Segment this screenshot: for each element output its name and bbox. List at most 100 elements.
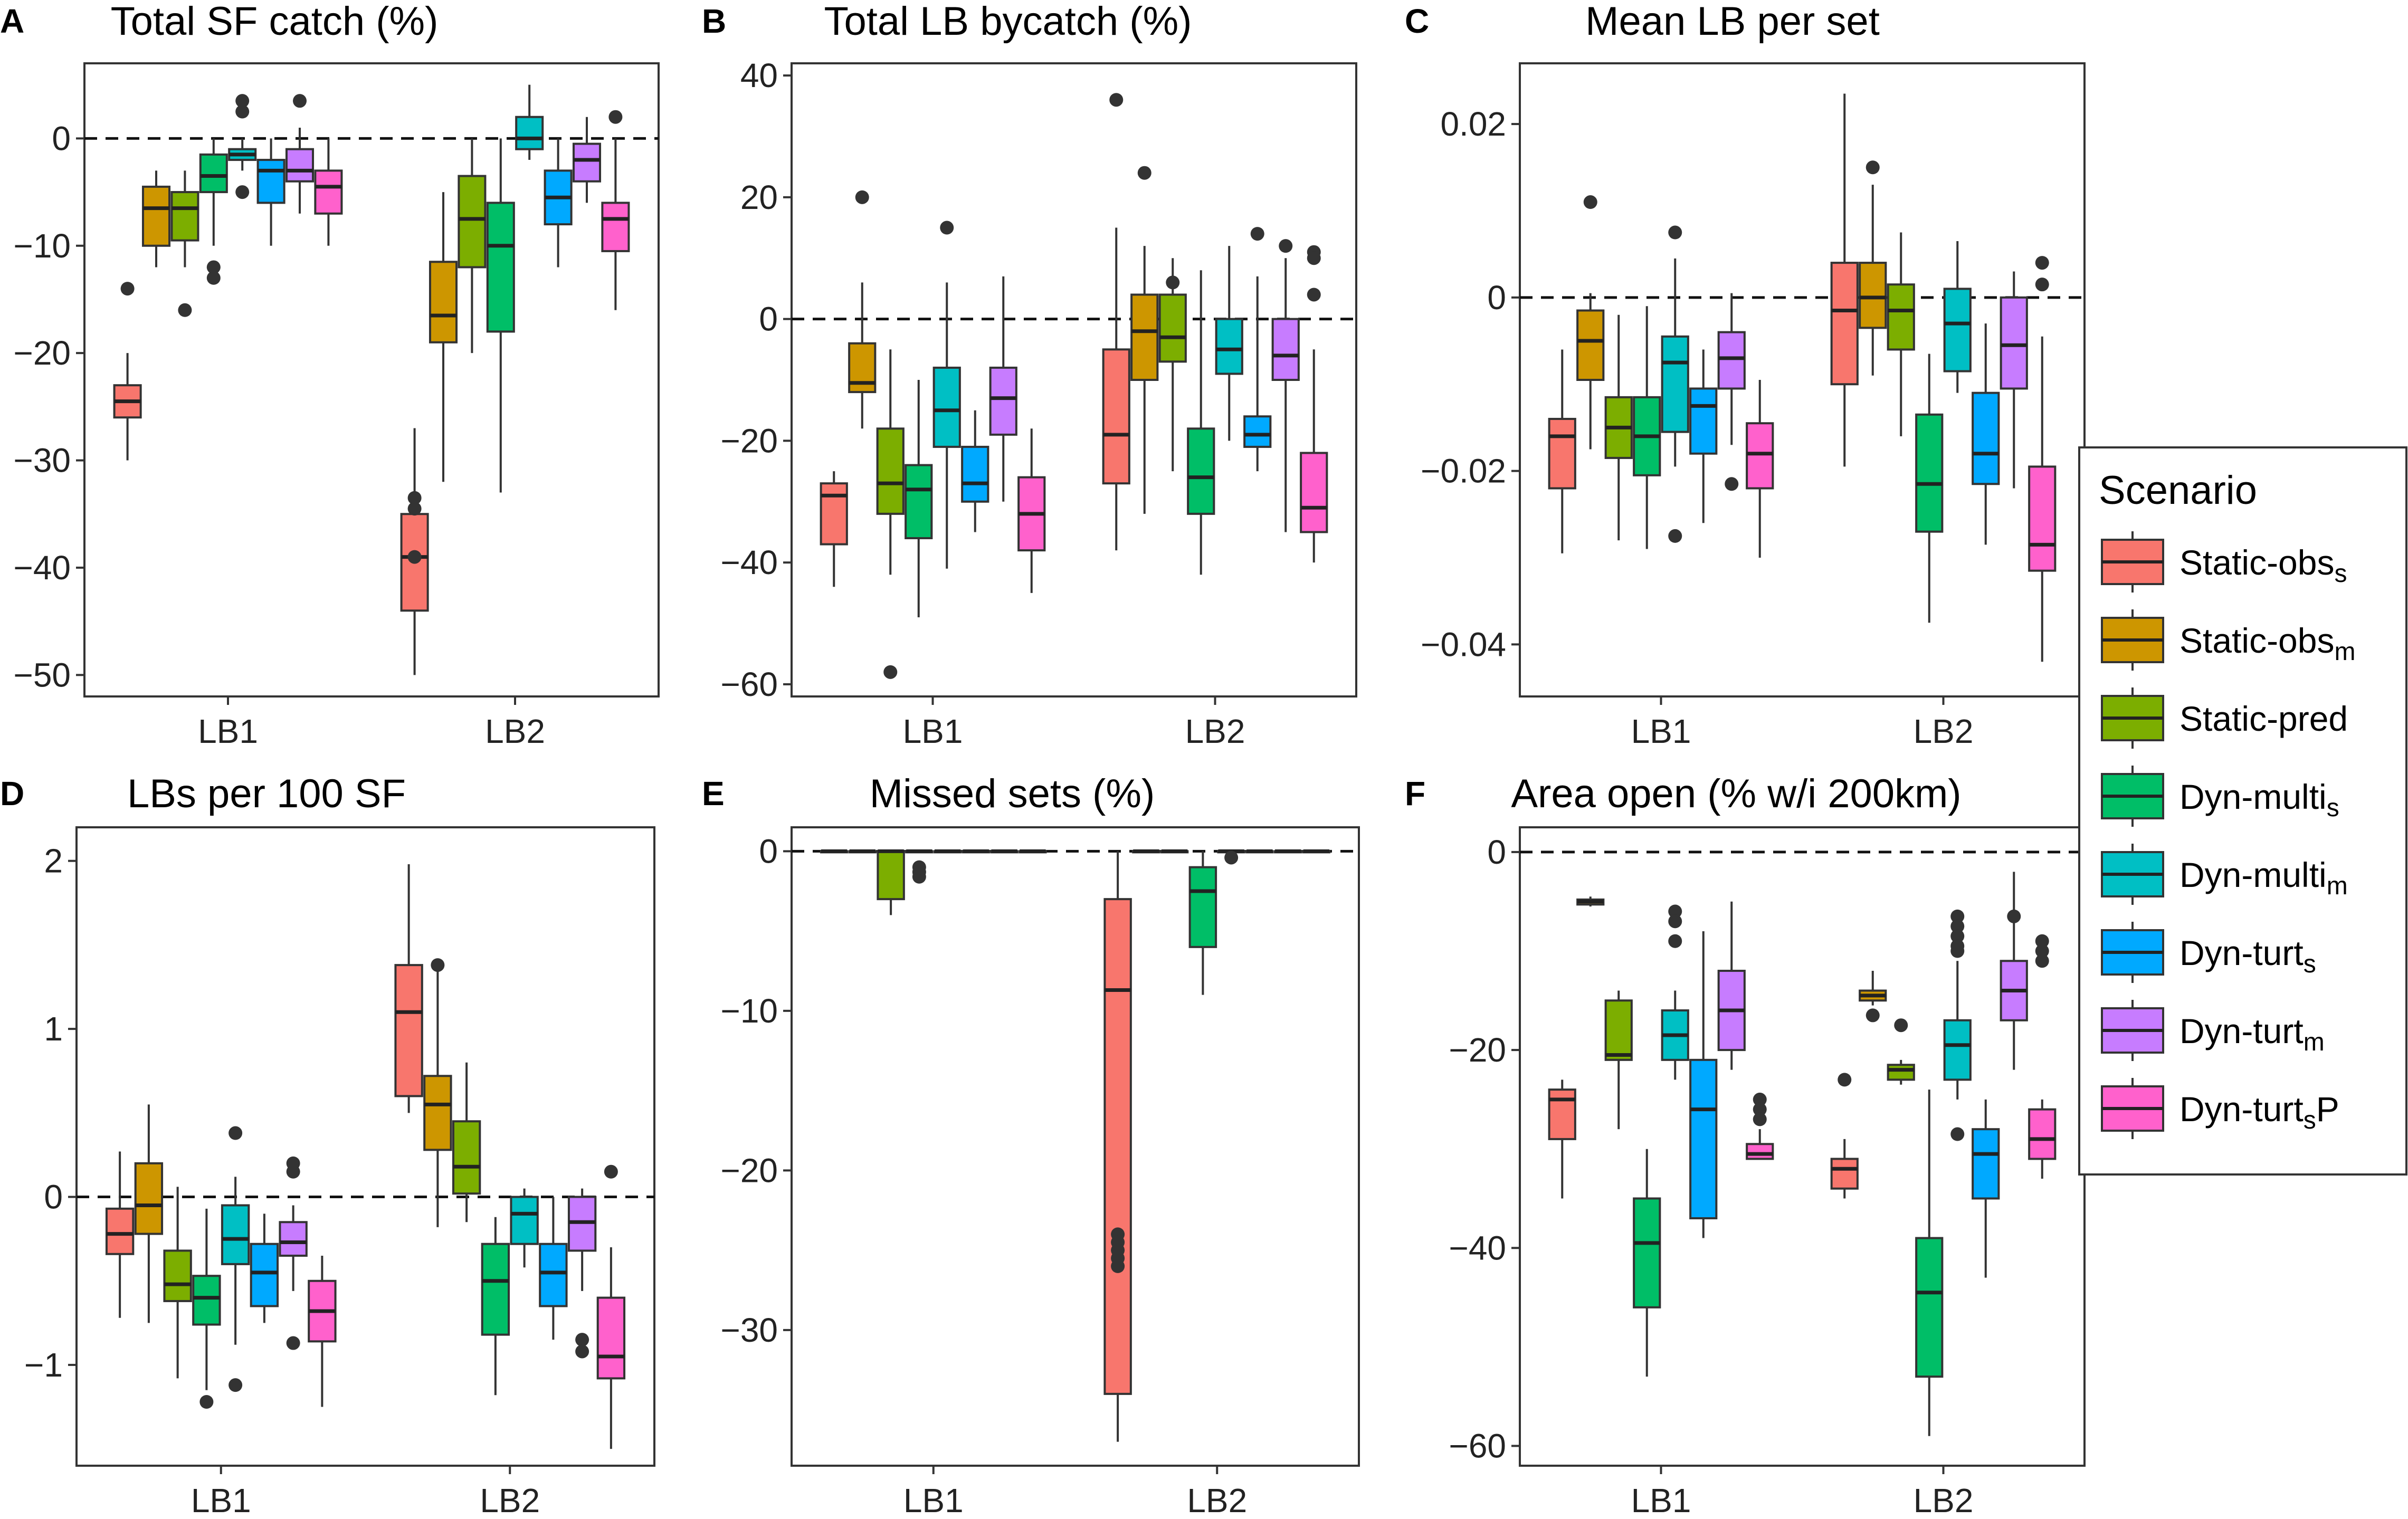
panel-f-box-outlier xyxy=(2035,954,2049,968)
panel-a-box-body xyxy=(429,261,458,343)
panel-a-box-outlier xyxy=(235,94,250,108)
panel-b-box xyxy=(1102,93,1130,551)
panel-a-x-tick-label: LB1 xyxy=(198,712,258,750)
panel-b-box-body xyxy=(932,366,961,448)
panel-b-box-outlier xyxy=(1109,93,1124,107)
panel-a-y-tick-label: −50 xyxy=(13,656,71,694)
panel-c-box-body xyxy=(1943,288,1972,372)
panel-a-y-tick-label: −20 xyxy=(13,334,71,372)
panel-f-box xyxy=(1661,904,1689,1080)
legend-item: Static-pred xyxy=(2101,687,2348,749)
legend-label: Dyn-multim xyxy=(2179,855,2348,900)
panel-b-box-body xyxy=(1271,318,1300,381)
panel-d-y-tick-label: −1 xyxy=(24,1346,63,1384)
panel-c-box xyxy=(1859,160,1887,376)
panel-c-box xyxy=(1972,323,2000,545)
panel-a-box-outlier xyxy=(293,94,307,108)
panel-b-box-outlier xyxy=(855,190,869,204)
panel-b-box xyxy=(989,276,1017,502)
panel-d-box-body xyxy=(250,1243,279,1307)
panel-c-box-outlier xyxy=(1725,477,1739,491)
panel-e-box xyxy=(905,849,934,884)
panel-c-y-tick-label: −0.04 xyxy=(1421,625,1506,663)
panel-e-box xyxy=(820,849,849,854)
panel-f-box-outlier xyxy=(1950,909,1965,923)
panel-c-box-body xyxy=(1915,413,1944,533)
panel-a-box-outlier xyxy=(407,502,422,516)
panel-e-box-outlier xyxy=(1111,1259,1125,1273)
panel-e-box xyxy=(1245,849,1274,854)
panel-b-box xyxy=(1215,246,1243,441)
panel-a-box xyxy=(544,138,573,268)
panel-b-box-outlier xyxy=(1279,239,1293,253)
panel-f-box-body xyxy=(1830,1158,1859,1190)
panel-f-box-outlier xyxy=(2035,934,2049,948)
legend-label-subscript: m xyxy=(2327,872,2348,900)
panel-a-letter: A xyxy=(0,2,24,40)
panel-f-box-outlier xyxy=(1838,1073,1852,1087)
panel-f-box-outlier xyxy=(2035,944,2049,958)
legend-label-subscript: m xyxy=(2334,638,2355,666)
panel-a-box-body xyxy=(601,202,630,252)
panel-d-box-body xyxy=(279,1221,308,1257)
panel-f-box-outlier xyxy=(1753,1092,1767,1106)
panel-d-box-outlier xyxy=(431,958,445,972)
panel-f-box xyxy=(1887,1018,1915,1085)
panel-f-y-tick-label: −60 xyxy=(1449,1427,1506,1465)
panel-f-x-tick-label: LB2 xyxy=(1914,1482,1974,1519)
panel-c-box xyxy=(1717,293,1746,491)
panel-c-box xyxy=(1830,93,1859,467)
panel-a-box-outlier xyxy=(206,260,221,274)
legend-item: Dyn-turts xyxy=(2101,922,2316,983)
panel-f-letter: F xyxy=(1405,775,1425,813)
panel-c-box xyxy=(1689,349,1718,523)
panel-e-x-tick-label: LB2 xyxy=(1187,1482,1247,1519)
panel-e-y-tick-label: 0 xyxy=(759,832,778,870)
panel-a-box xyxy=(228,94,257,199)
legend-label-suffix: P xyxy=(2316,1090,2339,1129)
panel-b-box-body xyxy=(876,427,905,515)
panel-f-box-body xyxy=(1689,1058,1718,1220)
panel-d-box xyxy=(394,864,423,1113)
panel-c-box xyxy=(2028,256,2057,662)
panel-e-box xyxy=(990,849,1019,854)
legend-item: Static-obss xyxy=(2101,531,2347,593)
panel-e-title: Missed sets (%) xyxy=(870,771,1155,816)
legend-label-subscript: s xyxy=(2304,950,2316,978)
panel-f-box-outlier xyxy=(1668,914,1682,929)
legend-label-base: Static-obs xyxy=(2179,621,2334,660)
panel-a-box-outlier xyxy=(407,550,422,564)
panel-d-box xyxy=(481,1217,510,1396)
panel-d-box-body xyxy=(510,1196,539,1245)
panel-c-y-tick-label: −0.02 xyxy=(1421,452,1506,490)
panel-e-box xyxy=(962,849,991,854)
legend-label-subscript: s xyxy=(2334,560,2347,588)
panel-b-box xyxy=(1300,245,1328,563)
panel-c-box-outlier xyxy=(1668,225,1682,240)
panel-a-box-body xyxy=(256,159,285,204)
legend-item: Static-obsm xyxy=(2101,609,2355,671)
panel-a-box xyxy=(314,138,343,246)
panel-f-box xyxy=(2000,872,2028,1070)
panel-d-box-outlier xyxy=(229,1126,243,1140)
panel-b-box-outlier xyxy=(1307,288,1321,302)
panel-a-box xyxy=(429,192,458,482)
panel-d-box-body xyxy=(192,1275,221,1326)
panel-e-box-body xyxy=(1188,866,1217,948)
legend-item: Dyn-multis xyxy=(2101,766,2339,827)
panel-f-box-outlier xyxy=(1894,1018,1908,1033)
panel-d-plot-area xyxy=(75,826,655,1467)
panel-b-x-tick-label: LB2 xyxy=(1185,712,1245,750)
panel-e-box-body xyxy=(1103,898,1132,1395)
panel-b-box xyxy=(876,349,905,679)
panel-c-box-body xyxy=(1661,335,1689,433)
panel-d-plot-content: 2 1 0 −1 LB1 LB2 xyxy=(24,842,654,1519)
panel-d-y-tick-label: 0 xyxy=(44,1178,63,1216)
legend-label-base: Dyn-multi xyxy=(2179,777,2327,816)
panel-f-box xyxy=(1915,1090,1944,1436)
panel-d-y-tick-label: 1 xyxy=(44,1010,63,1048)
panel-f-box-outlier xyxy=(1668,934,1682,948)
panel-d-box xyxy=(250,1214,279,1323)
panel-f-box-outlier xyxy=(2007,909,2021,923)
panel-c-box-body xyxy=(2028,465,2057,572)
